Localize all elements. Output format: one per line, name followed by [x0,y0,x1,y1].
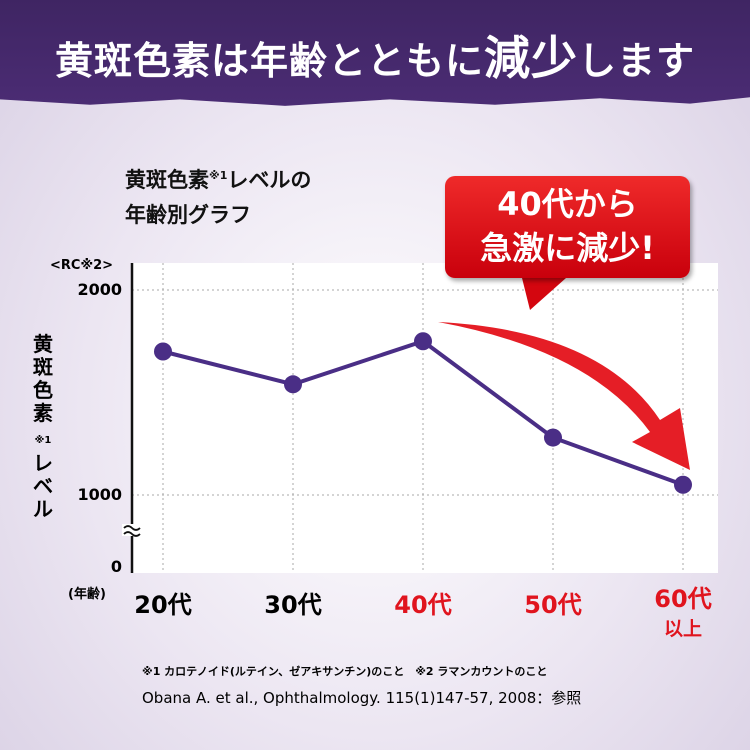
y-axis-label: 黄斑色素※1 レベル [33,332,53,521]
data-point [284,375,302,394]
footnote-citation: Obana A. et al., Ophthalmology. 115(1)14… [142,689,582,707]
series [154,332,692,494]
banner-title: 黄斑色素は年齢とともに減少します [54,31,696,85]
decline-arrow [438,322,690,470]
plot-area [132,263,718,573]
data-point [414,332,432,351]
data-point [544,428,562,447]
x-tick-label: 30代 [264,591,322,619]
y-tick-2000: 2000 [77,280,122,299]
axis-break-icon [122,524,142,537]
x-unit: (年齢) [68,587,106,602]
callout-box: 40代から 急激に減少! [445,176,690,278]
x-tick-label: 50代 [524,591,582,619]
data-point [154,342,172,361]
y-tick-1000: 1000 [77,485,122,504]
callout-tail [520,270,575,310]
y-unit: <RC※2> [50,258,114,273]
footnote-1: ※1 カロテノイド(ルテイン、ゼアキサンチン)のこと ※2 ラマンカウントのこと [142,665,548,678]
x-tick-label: 60代 以上 [654,585,712,640]
grid [132,263,718,573]
data-point [674,475,692,494]
y-tick-0: 0 [110,557,122,576]
x-tick-label: 20代 [134,591,192,619]
header-banner [0,0,750,106]
chart-title: 黄斑色素※1レベルの 年齢別グラフ [125,168,312,227]
x-tick-label: 40代 [394,591,452,619]
